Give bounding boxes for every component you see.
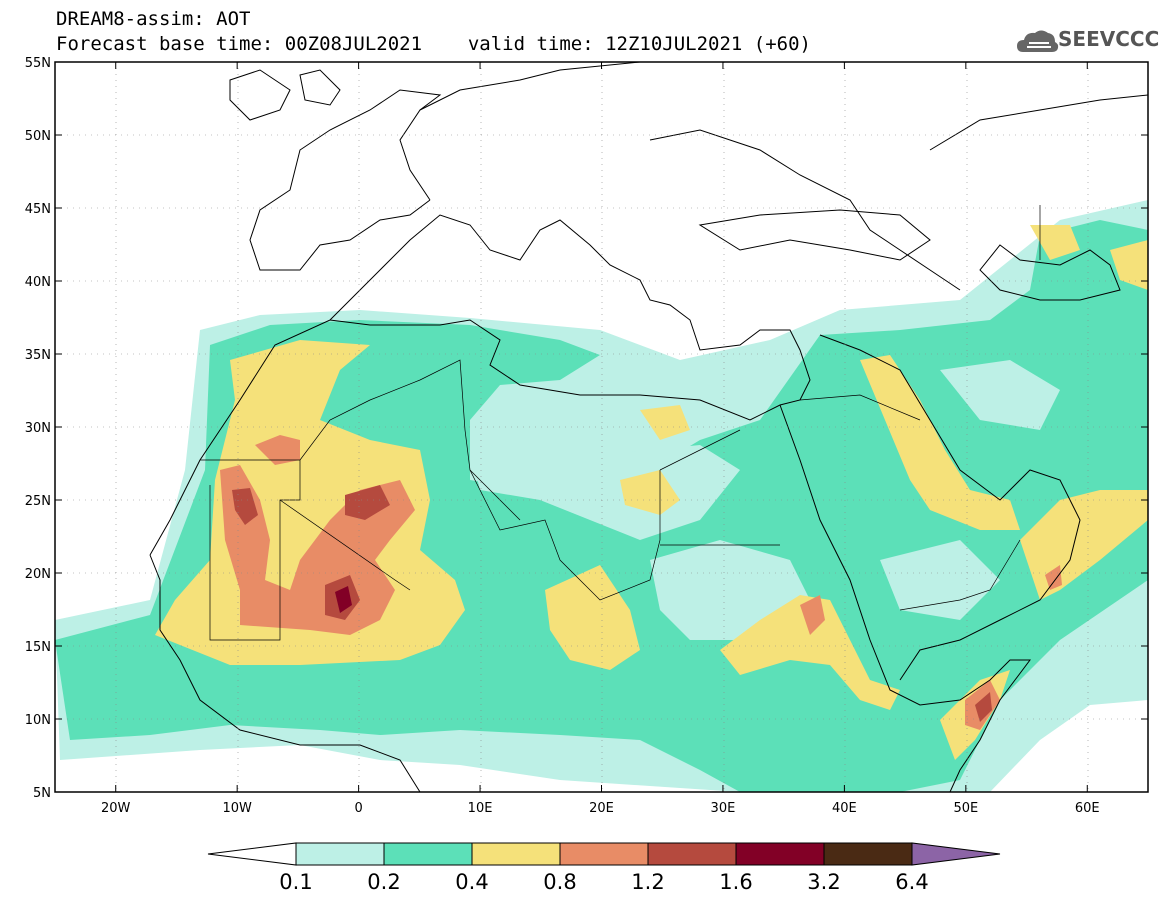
aot-hole: [470, 440, 740, 540]
colorbar-label: 1.2: [631, 870, 665, 894]
valid-time: valid time: 12Z10JUL2021 (+60): [467, 33, 811, 55]
aot-contour-0.4: [1110, 240, 1148, 290]
lon-tick-label: 20W: [101, 801, 131, 816]
lon-tick-label: 10W: [222, 801, 252, 816]
lat-tick-label: 30N: [25, 421, 51, 436]
aot-contour-0.4: [1030, 225, 1080, 260]
aot-contour-0.4: [640, 405, 690, 440]
aot-hole: [880, 540, 1000, 620]
borders: [200, 205, 1041, 641]
aot-contour-1.2: [232, 488, 258, 525]
colorbar-label: 6.4: [895, 870, 929, 894]
colorbar-arrow-low: [207, 842, 297, 866]
aot-hole: [940, 360, 1060, 430]
colorbar-segment: [559, 842, 649, 866]
colorbar-label: 0.8: [543, 870, 577, 894]
aot-contour-1.2: [975, 692, 992, 722]
map-title: DREAM8-assim: AOT: [56, 8, 251, 30]
lon-tick-label: 20E: [589, 801, 614, 816]
lat-tick-label: 25N: [25, 494, 51, 509]
map-subtitle: Forecast base time: 00Z08JUL2021 valid t…: [56, 33, 811, 55]
colorbar-label: 1.6: [719, 870, 753, 894]
colorbar-arrow-high: [911, 842, 1001, 866]
aot-field: [55, 62, 1148, 792]
colorbar-segment: [823, 842, 913, 866]
lat-tick-label: 10N: [25, 713, 51, 728]
aot-contour-0.4: [860, 355, 1020, 530]
lat-tick-label: 50N: [25, 129, 51, 144]
colorbar-label: 3.2: [807, 870, 841, 894]
aot-contour-0.4: [545, 565, 640, 670]
colorbar-segment: [647, 842, 737, 866]
lat-tick-label: 20N: [25, 567, 51, 582]
aot-contour-0.8: [800, 595, 825, 635]
colorbar-segment: [735, 842, 825, 866]
lon-tick-label: 40E: [832, 801, 857, 816]
lat-tick-label: 35N: [25, 348, 51, 363]
colorbar-segment: [295, 842, 385, 866]
lat-axis: 55N 50N 45N 40N 35N 30N 25N 20N 15N 10N 5N: [25, 56, 1148, 801]
graticule: [55, 62, 1148, 792]
lon-tick-label: 50E: [953, 801, 978, 816]
lat-tick-label: 55N: [25, 56, 51, 71]
lon-axis: 20W 10W 0 10E 20E 30E 40E 50E 60E: [101, 62, 1100, 816]
lon-tick-label: 10E: [468, 801, 493, 816]
colorbar-label: 0.4: [455, 870, 489, 894]
aot-contour-0.4: [620, 470, 680, 515]
lat-tick-label: 15N: [25, 640, 51, 655]
colorbar-segment: [471, 842, 561, 866]
aot-contour-1.2: [345, 485, 390, 520]
coastlines: [149, 62, 1148, 792]
colorbar-label: 0.2: [367, 870, 401, 894]
lon-tick-label: 30E: [711, 801, 736, 816]
colorbar-label: 0.1: [279, 870, 313, 894]
lat-tick-label: 5N: [33, 786, 51, 801]
lat-tick-label: 45N: [25, 202, 51, 217]
lon-tick-label: 60E: [1075, 801, 1100, 816]
aot-contour-0.8: [1045, 565, 1062, 590]
colorbar: [207, 842, 1001, 866]
forecast-base-time: Forecast base time: 00Z08JUL2021: [56, 33, 423, 55]
aot-contour-0.8: [255, 435, 300, 465]
lon-tick-label: 0: [354, 801, 362, 816]
cloud-logo-icon: [1017, 30, 1059, 52]
lat-tick-label: 40N: [25, 275, 51, 290]
colorbar-segment: [383, 842, 473, 866]
aot-contour-0.4: [720, 595, 900, 710]
logo-text: SEEVCCC: [1058, 27, 1160, 51]
aot-contour-1.6: [335, 586, 352, 613]
